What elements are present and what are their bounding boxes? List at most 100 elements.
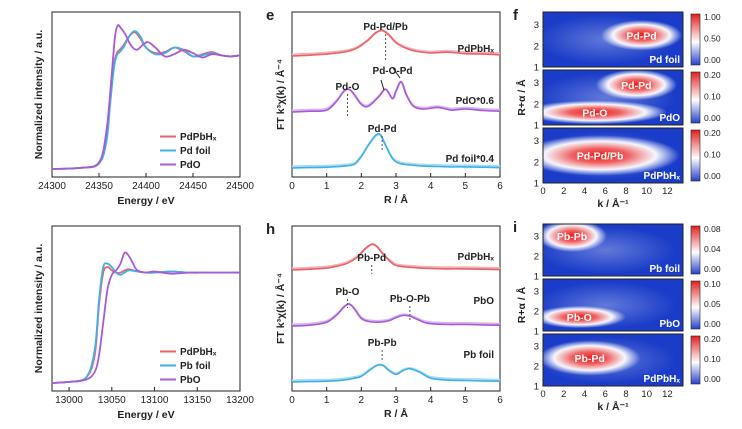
- x-axis-label: k / Å⁻¹: [597, 400, 629, 413]
- x-axis-label: R / Å: [384, 193, 408, 206]
- colorbar-tick: 0.00: [704, 171, 721, 181]
- peak-annotation: Pb-O: [336, 287, 360, 298]
- x-tick-label: 13150: [183, 395, 211, 406]
- x-tick-label: 12: [662, 186, 673, 197]
- colorbar-tick: 0.00: [704, 374, 721, 384]
- colorbar-tick: 0.10: [704, 150, 721, 160]
- colorbar: [690, 13, 701, 66]
- trace-label: Pb foil: [463, 350, 494, 361]
- x-tick-label: 8: [623, 389, 628, 400]
- legend-entry: PdPbHₓ: [180, 132, 217, 143]
- y-axis-label: R+α / Å: [515, 286, 528, 323]
- x-tick-label: 0: [289, 181, 295, 192]
- peak-annotation: Pd-Pd/Pb: [363, 22, 407, 33]
- series-line-red: [291, 243, 501, 271]
- y-axis-label: Normalized intensity / a.u.: [33, 30, 45, 160]
- colorbar: [690, 335, 701, 385]
- heatmap-peak: [537, 220, 607, 252]
- heatmap-frame: [542, 127, 684, 184]
- peak-label: Pd-Pd: [626, 30, 656, 42]
- x-tick-label: 13200: [226, 395, 254, 406]
- axes-frame: [51, 11, 241, 178]
- x-tick-label: 24350: [85, 181, 113, 192]
- x-tick-label: 5: [463, 181, 469, 192]
- heatmap-peak: [532, 305, 626, 329]
- peak-annotation: Pb-O-Pb: [390, 294, 430, 305]
- x-axis-label: R / Å: [384, 407, 408, 420]
- x-tick-label: 6: [603, 389, 608, 400]
- colorbar-tick: 0.05: [704, 299, 721, 309]
- colorbar: [690, 225, 701, 275]
- y-axis-label: FT k³χ(k) / Å⁻⁴: [274, 59, 287, 130]
- heatmap-frame: [542, 333, 684, 387]
- x-tick-label: 10: [641, 186, 652, 197]
- colorbar-tick: 0.10: [704, 279, 721, 289]
- legend-entry: Pb foil: [180, 361, 211, 372]
- map-sample-label: PbO: [659, 319, 680, 330]
- colorbar-tick: 0.00: [704, 264, 721, 274]
- peak-annotation: Pb-Pb: [368, 338, 397, 349]
- x-tick-label: 4: [428, 395, 434, 406]
- x-tick-label: 2: [359, 181, 365, 192]
- axes-frame: [291, 11, 501, 178]
- wavelet-map: Pb-Pd PdPbHₓ 1 2 3 0.20 0.10 0.00: [534, 333, 721, 393]
- x-tick-label: 2: [359, 395, 365, 406]
- x-tick-label: 6: [497, 181, 503, 192]
- peak-annotation: Pb-Pd: [357, 253, 386, 264]
- series-line-purple: [291, 303, 501, 327]
- x-tick-label: 1: [324, 395, 330, 406]
- wavelet-map: Pb-O PbO 1 2 3 0.10 0.05 0.00: [532, 278, 721, 338]
- x-tick-label: 2: [561, 186, 566, 197]
- colorbar-tick: 0.10: [704, 92, 721, 102]
- map-sample-label: PdO: [659, 113, 680, 124]
- x-tick-label: 5: [463, 395, 469, 406]
- heatmap-frame: [542, 69, 684, 126]
- colorbar-tick: 0.20: [704, 334, 721, 344]
- map-sample-label: PdPbHₓ: [644, 374, 681, 385]
- series-line-blue: [51, 262, 240, 384]
- axes-frame: [51, 225, 241, 392]
- colorbar: [690, 129, 701, 182]
- heatmap-frame: [542, 223, 684, 277]
- axes-frame: [291, 225, 501, 392]
- peak-label: Pb-O: [567, 312, 592, 324]
- annotation-arrow: [392, 67, 401, 79]
- x-tick-label: 0: [289, 395, 295, 406]
- legend-entry: PdPbHₓ: [180, 347, 217, 358]
- y-tick-label: 1: [534, 179, 539, 190]
- y-tick-label: 3: [534, 342, 539, 353]
- colorbar: [690, 71, 701, 124]
- peak-label: Pb-Pb: [557, 231, 587, 243]
- peak-label: Pd-O: [582, 107, 607, 119]
- y-tick-label: 2: [534, 252, 539, 263]
- heatmap-frame: [542, 278, 684, 332]
- y-tick-label: 1: [534, 382, 539, 393]
- peak-label: Pd-Pd: [621, 80, 651, 92]
- colorbar-tick: 0.50: [704, 34, 721, 44]
- series-line-purple: [291, 80, 501, 113]
- heatmap-peak: [520, 135, 680, 176]
- trace-label: PdPbHₓ: [458, 252, 495, 263]
- y-tick-label: 3: [534, 20, 539, 31]
- series-line-blue: [51, 30, 241, 170]
- colorbar-tick: 0.20: [704, 128, 721, 138]
- x-tick-label: 24450: [179, 181, 207, 192]
- y-tick-label: 3: [534, 232, 539, 243]
- x-tick-label: 13050: [98, 395, 126, 406]
- peak-annotation: Pd-Pd: [368, 124, 397, 135]
- heatmap-peak: [522, 100, 668, 125]
- y-tick-label: 2: [534, 157, 539, 168]
- colorbar-tick: 0.00: [704, 113, 721, 123]
- trace-label: PbO: [473, 296, 494, 307]
- map-sample-label: Pb foil: [649, 264, 680, 275]
- colorbar-tick: 1.00: [704, 12, 721, 22]
- legend-entry: Pd foil: [180, 146, 211, 157]
- x-tick-label: 13000: [55, 395, 83, 406]
- x-tick-label: 3: [393, 181, 399, 192]
- y-axis-label: R+α / Å: [515, 79, 528, 116]
- series-line-blue: [291, 132, 501, 169]
- heatmap-peak: [595, 69, 677, 101]
- trace-label: PdO*0.6: [456, 96, 495, 107]
- peak-annotation: Pd-O: [336, 82, 360, 93]
- y-axis-label: Normalized intensity / a.u.: [33, 244, 45, 374]
